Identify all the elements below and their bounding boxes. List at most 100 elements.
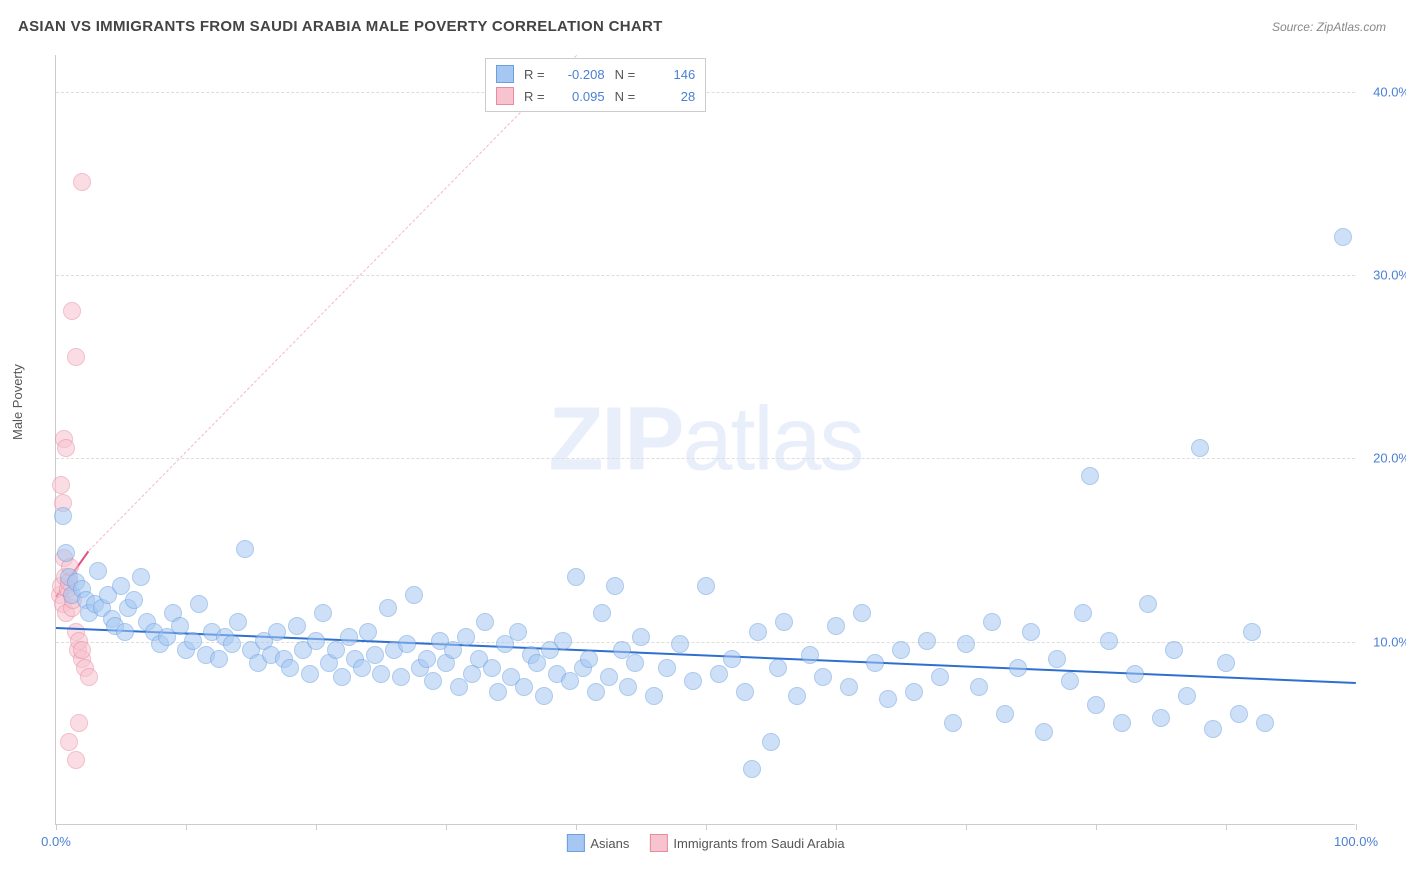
data-point [600,668,618,686]
x-tick [836,824,837,830]
data-point [379,599,397,617]
x-tick-label: 100.0% [1334,834,1378,849]
data-point [671,635,689,653]
data-point [223,635,241,653]
data-point [112,577,130,595]
data-point [67,751,85,769]
data-point [457,628,475,646]
data-point [736,683,754,701]
data-point [73,641,91,659]
trend-extrapolation [88,55,576,551]
x-tick [446,824,447,830]
data-point [710,665,728,683]
data-point [1081,467,1099,485]
data-point [632,628,650,646]
data-point [210,650,228,668]
data-point [1230,705,1248,723]
data-point [1191,439,1209,457]
data-point [1035,723,1053,741]
data-point [626,654,644,672]
data-point [918,632,936,650]
data-point [489,683,507,701]
y-tick-label: 10.0% [1373,634,1406,649]
data-point [587,683,605,701]
data-point [983,613,1001,631]
legend-item: Asians [566,834,629,852]
data-point [301,665,319,683]
y-tick-label: 20.0% [1373,451,1406,466]
data-point [392,668,410,686]
data-point [483,659,501,677]
data-point [1204,720,1222,738]
plot-area: ZIPatlas 10.0%20.0%30.0%40.0%0.0%100.0%R… [55,55,1355,825]
data-point [567,568,585,586]
data-point [749,623,767,641]
stats-row: R =-0.208N =146 [496,63,695,85]
y-tick-label: 40.0% [1373,84,1406,99]
data-point [535,687,553,705]
data-point [80,668,98,686]
data-point [1139,595,1157,613]
x-tick [1096,824,1097,830]
x-tick-label: 0.0% [41,834,71,849]
data-point [1152,709,1170,727]
data-point [57,439,75,457]
stats-swatch [496,87,514,105]
data-point [996,705,1014,723]
data-point [788,687,806,705]
data-point [52,476,70,494]
chart-container: ASIAN VS IMMIGRANTS FROM SAUDI ARABIA MA… [0,0,1406,892]
gridline [56,275,1355,276]
data-point [54,507,72,525]
data-point [424,672,442,690]
stats-box: R =-0.208N =146R =0.095N =28 [485,58,706,112]
legend-item: Immigrants from Saudi Arabia [649,834,844,852]
data-point [229,613,247,631]
data-point [1061,672,1079,690]
data-point [125,591,143,609]
stats-r-value: 0.095 [555,89,605,104]
data-point [827,617,845,635]
x-tick [316,824,317,830]
data-point [476,613,494,631]
source-attribution: Source: ZipAtlas.com [1272,20,1386,34]
watermark-bold: ZIP [548,389,682,489]
gridline [56,458,1355,459]
stats-row: R =0.095N =28 [496,85,695,107]
data-point [1178,687,1196,705]
data-point [359,623,377,641]
x-tick [186,824,187,830]
legend: Asians Immigrants from Saudi Arabia [566,834,844,852]
data-point [398,635,416,653]
data-point [418,650,436,668]
data-point [762,733,780,751]
data-point [67,348,85,366]
x-tick [1356,824,1357,830]
data-point [340,628,358,646]
data-point [281,659,299,677]
data-point [1048,650,1066,668]
data-point [769,659,787,677]
data-point [775,613,793,631]
data-point [957,635,975,653]
data-point [684,672,702,690]
x-tick [1226,824,1227,830]
data-point [723,650,741,668]
data-point [73,173,91,191]
data-point [1100,632,1118,650]
stats-r-value: -0.208 [555,67,605,82]
data-point [57,544,75,562]
data-point [1009,659,1027,677]
data-point [931,668,949,686]
data-point [89,562,107,580]
data-point [697,577,715,595]
x-tick [56,824,57,830]
data-point [879,690,897,708]
stats-r-label: R = [524,67,545,82]
data-point [892,641,910,659]
data-point [580,650,598,668]
legend-label: Immigrants from Saudi Arabia [673,836,844,851]
stats-r-label: R = [524,89,545,104]
data-point [60,733,78,751]
data-point [372,665,390,683]
